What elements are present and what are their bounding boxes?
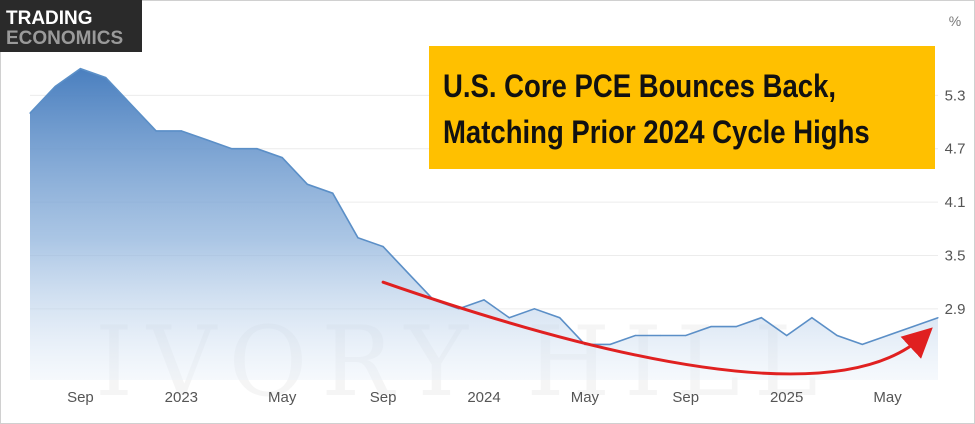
data-point bbox=[634, 334, 636, 337]
x-tick-label: Sep bbox=[672, 389, 699, 406]
y-tick-label: 4.1 bbox=[945, 194, 966, 211]
data-point bbox=[937, 317, 939, 319]
data-point bbox=[786, 334, 788, 337]
x-tick-label: Sep bbox=[67, 389, 94, 406]
data-point bbox=[483, 299, 485, 301]
data-point bbox=[130, 103, 132, 105]
data-point bbox=[533, 308, 536, 310]
y-unit-label: % bbox=[949, 13, 961, 29]
x-tick-label: 2023 bbox=[165, 389, 198, 406]
headline-callout: U.S. Core PCE Bounces Back, Matching Pri… bbox=[429, 46, 935, 169]
data-point bbox=[887, 334, 889, 337]
data-point bbox=[382, 246, 384, 248]
y-tick-label: 3.5 bbox=[945, 247, 966, 264]
logo-line-1: TRADING bbox=[6, 8, 93, 29]
annotation-layer bbox=[381, 280, 933, 376]
y-tick-label: 4.7 bbox=[945, 141, 966, 158]
data-point bbox=[256, 148, 258, 150]
data-point bbox=[685, 334, 687, 337]
y-tick-label: 2.9 bbox=[945, 301, 966, 318]
data-point bbox=[760, 317, 763, 319]
data-point bbox=[54, 85, 56, 88]
data-point bbox=[357, 237, 359, 239]
series-area bbox=[30, 68, 938, 380]
data-point bbox=[155, 130, 157, 132]
data-point bbox=[508, 317, 510, 319]
x-tick-label: 2025 bbox=[770, 389, 803, 406]
y-axis: % 5.3 4.7 4.1 3.5 2.9 bbox=[945, 13, 966, 318]
data-point bbox=[710, 326, 712, 328]
data-point bbox=[912, 326, 914, 328]
x-tick-label: Sep bbox=[370, 389, 397, 406]
trend-arrow bbox=[381, 280, 933, 376]
data-point bbox=[29, 112, 31, 114]
data-point bbox=[79, 68, 81, 70]
data-point bbox=[861, 343, 863, 345]
data-point bbox=[559, 317, 561, 319]
data-point bbox=[609, 343, 611, 345]
data-point bbox=[105, 77, 107, 79]
data-point bbox=[206, 139, 208, 141]
data-point bbox=[306, 183, 308, 185]
data-point bbox=[407, 272, 409, 274]
data-point bbox=[281, 157, 283, 159]
x-tick-label: May bbox=[571, 389, 600, 406]
data-point bbox=[811, 317, 813, 319]
x-tick-label: 2024 bbox=[467, 389, 500, 406]
y-tick-label: 5.3 bbox=[945, 87, 966, 104]
data-point bbox=[836, 334, 838, 337]
data-point bbox=[660, 334, 662, 337]
data-point bbox=[332, 192, 334, 194]
headline-line-1: U.S. Core PCE Bounces Back, bbox=[443, 68, 837, 104]
x-axis: Sep 2023 May Sep 2024 May Sep 2025 May bbox=[67, 389, 902, 406]
plot-area bbox=[29, 67, 939, 380]
data-point bbox=[180, 130, 182, 132]
logo-line-2: ECONOMICS bbox=[6, 28, 124, 49]
x-tick-label: May bbox=[268, 389, 297, 406]
x-tick-label: May bbox=[873, 389, 902, 406]
trading-economics-logo: TRADING ECONOMICS bbox=[0, 0, 142, 52]
data-point bbox=[735, 326, 737, 328]
headline-line-2: Matching Prior 2024 Cycle Highs bbox=[443, 114, 870, 150]
data-point bbox=[231, 148, 233, 150]
